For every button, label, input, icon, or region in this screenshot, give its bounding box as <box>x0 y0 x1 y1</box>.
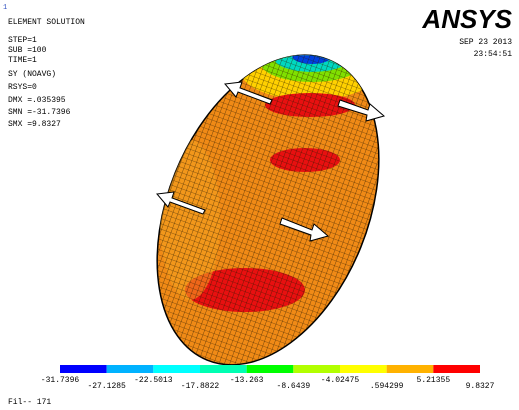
info-line: RSYS=0 <box>8 83 37 92</box>
legend-label: -22.5013 <box>134 376 173 385</box>
date: SEP 23 2013 <box>459 38 512 47</box>
legend-swatch <box>107 365 154 373</box>
logo: ANSYS <box>421 4 512 34</box>
legend-label: -31.7396 <box>41 376 80 385</box>
info-line: STEP=1 <box>8 36 37 45</box>
time: 23:54:51 <box>474 50 513 59</box>
legend-swatch <box>200 365 247 373</box>
info-line: SMX =9.8327 <box>8 120 61 129</box>
info-line: TIME=1 <box>8 56 37 65</box>
legend-swatch <box>433 365 480 373</box>
info-line: SMN =-31.7396 <box>8 108 71 117</box>
legend-label: .594299 <box>370 382 404 391</box>
info-line: DMX =.035395 <box>8 96 66 105</box>
legend-swatch <box>153 365 200 373</box>
legend-label: -13.263 <box>230 376 264 385</box>
legend-swatch <box>387 365 434 373</box>
footer: Fil-- 171 <box>8 398 51 407</box>
legend-label: -8.6439 <box>277 382 311 391</box>
legend-label: -27.1285 <box>87 382 126 391</box>
legend-label: 5.21355 <box>417 376 451 385</box>
info-line: SUB =100 <box>8 46 47 55</box>
screen: 1 ELEMENT SOLUTION STEP=1SUB =100TIME=1 S… <box>0 0 519 410</box>
legend-swatch <box>340 365 387 373</box>
legend-swatch <box>293 365 340 373</box>
legend-label: -17.8822 <box>181 382 220 391</box>
legend-swatch <box>60 365 107 373</box>
legend-swatch <box>247 365 294 373</box>
info-title: ELEMENT SOLUTION <box>8 18 85 27</box>
window-number: 1 <box>3 4 7 12</box>
legend-label: 9.8327 <box>466 382 495 391</box>
legend-label: -4.02475 <box>321 376 360 385</box>
info-line: SY (NOAVG) <box>8 70 56 79</box>
